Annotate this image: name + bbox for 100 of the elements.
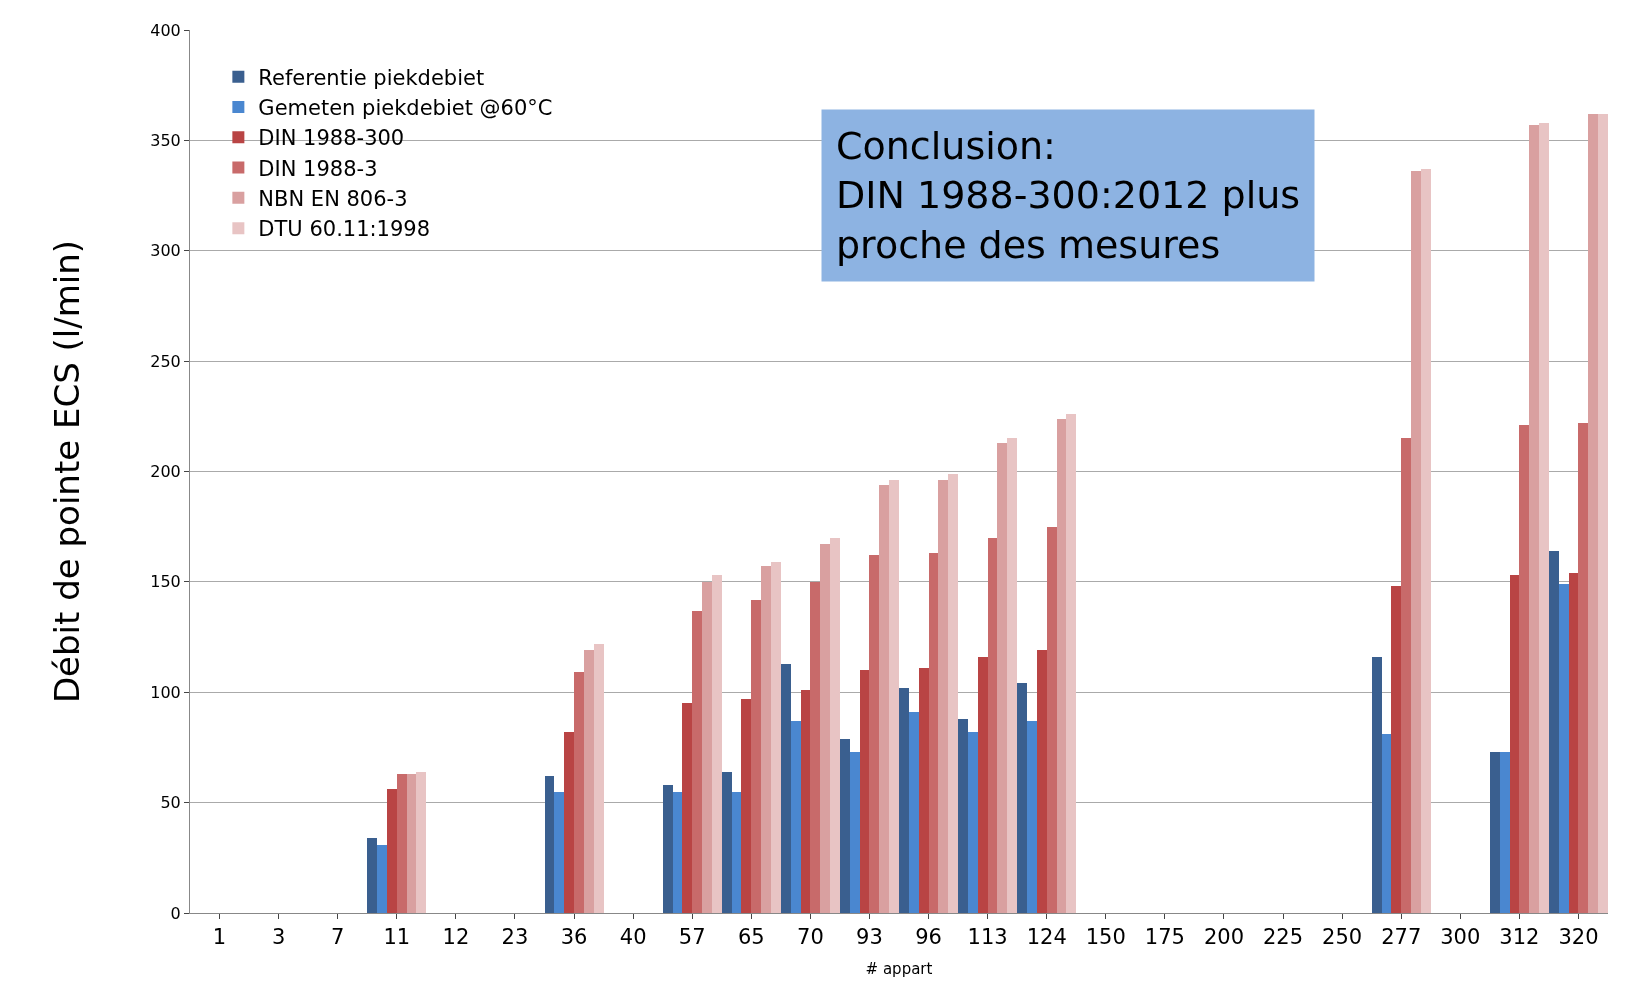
legend-label: DIN 1988-300 [258, 126, 405, 151]
bar [869, 555, 879, 913]
bar [879, 485, 889, 913]
bar [692, 611, 702, 913]
y-tick-label: 250 [150, 351, 181, 371]
y-tick-label: 150 [150, 572, 181, 592]
y-tick-label: 100 [150, 682, 181, 702]
bar [584, 650, 594, 913]
bar [416, 772, 426, 913]
bar [1066, 414, 1076, 913]
y-tick-label: 50 [160, 793, 181, 813]
bar [594, 644, 604, 913]
bar [663, 785, 673, 913]
bar [850, 752, 860, 913]
bar [377, 845, 387, 913]
bar [978, 657, 988, 913]
bar [1559, 584, 1569, 913]
bar [820, 544, 830, 913]
bar [997, 443, 1007, 913]
x-tick-label: 150 [1085, 925, 1126, 950]
bar [889, 480, 899, 913]
y-tick-label: 300 [150, 241, 181, 261]
x-axis-title: # appart [865, 960, 933, 979]
x-tick-label: 36 [560, 925, 588, 950]
bar [919, 668, 929, 913]
bar [801, 690, 810, 913]
bar [1500, 752, 1510, 913]
bar [564, 732, 574, 913]
annotation: Conclusion: DIN 1988-300:2012 plus proche des mesures [836, 124, 1301, 267]
bar [899, 688, 909, 913]
bar [860, 670, 869, 913]
bar [791, 721, 801, 913]
bar [1529, 125, 1539, 913]
y-tick-label: 350 [150, 130, 181, 150]
bar [929, 553, 938, 913]
legend-label: DIN 1988-3 [258, 156, 378, 181]
bar [781, 664, 791, 913]
bar [407, 774, 416, 913]
y-tick-label: 200 [150, 462, 181, 482]
bar [830, 538, 840, 913]
bar [397, 774, 407, 913]
bar [387, 789, 397, 913]
legend-label: DTU 60.11:1998 [258, 217, 431, 242]
y-tick-label: 400 [150, 20, 181, 40]
bar [741, 699, 751, 913]
x-tick-label: 96 [915, 925, 942, 950]
x-tick-label: 3 [271, 925, 286, 950]
bar [1007, 438, 1017, 913]
bar [1411, 171, 1421, 913]
bar [673, 792, 682, 913]
bar [909, 712, 919, 913]
bar [1017, 683, 1027, 913]
bar [1539, 123, 1549, 913]
bar [554, 792, 564, 913]
bar [840, 739, 850, 913]
x-tick-label: 57 [678, 925, 706, 950]
bar [545, 776, 554, 913]
legend-label: Referentie piekdebiet [258, 65, 485, 90]
x-tick-label: 124 [1026, 925, 1067, 950]
x-tick-label: 93 [856, 925, 883, 950]
bar [948, 474, 958, 913]
x-tick-label: 65 [737, 925, 765, 950]
x-tick-label: 312 [1499, 925, 1540, 950]
x-tick-label: 113 [967, 925, 1008, 950]
x-tick-label: 23 [501, 925, 529, 950]
y-axis-title: Débit de pointe ECS (l/min) [46, 239, 87, 704]
bar [1588, 114, 1598, 913]
bar [1027, 721, 1037, 913]
x-tick-label: 40 [619, 925, 647, 950]
bar [938, 480, 948, 913]
bar [712, 575, 722, 913]
bar [574, 672, 584, 913]
x-tick-label: 11 [383, 925, 411, 950]
bar [771, 562, 781, 913]
x-tick-label: 175 [1144, 925, 1185, 950]
bar [988, 538, 997, 913]
x-tick-label: 250 [1322, 925, 1363, 950]
x-tick-label: 200 [1203, 925, 1245, 950]
x-tick-label: 320 [1558, 925, 1599, 950]
bar [1598, 114, 1608, 913]
bar [1372, 657, 1382, 913]
legend-label: Gemeten piekdebiet @60°C [258, 96, 553, 121]
bar [1391, 586, 1401, 913]
bar [367, 838, 377, 913]
x-tick-label: 225 [1262, 925, 1304, 950]
bar [761, 566, 771, 913]
legend-label: NBN EN 806-3 [258, 187, 408, 212]
bar [732, 792, 741, 913]
bar [1510, 575, 1519, 913]
x-tick-label: 1 [212, 925, 227, 950]
bar [1037, 650, 1047, 913]
bar [682, 703, 692, 913]
x-tick-label: 70 [797, 925, 824, 950]
x-tick-label: 300 [1440, 925, 1481, 950]
x-tick-label: 277 [1381, 925, 1422, 950]
x-tick-label: 12 [442, 925, 470, 950]
bar [810, 582, 820, 913]
bar [1057, 419, 1066, 913]
bar [1569, 573, 1578, 913]
bar [1382, 734, 1391, 913]
